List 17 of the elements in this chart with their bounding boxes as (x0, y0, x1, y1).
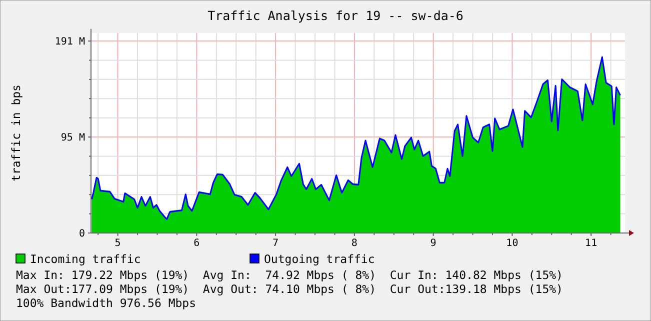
x-tick-label: 10 (506, 238, 518, 249)
x-tick-label: 9 (430, 238, 436, 249)
text: Max In: 179.22 Mbps (19%) Avg In: 74.92 Mbps ( 8%) Cur In: 140.82 Mbps (15%) (16, 268, 563, 282)
legend-label: Outgoing traffic (264, 252, 375, 266)
y-tick-label: 0 (78, 228, 85, 240)
legend-label: Incoming traffic (30, 252, 141, 266)
x-tick-label: 7 (272, 238, 279, 249)
text: Max Out:177.09 Mbps (19%) Avg Out: 74.10 Mbps ( 8%) Cur Out:139.18 Mbps (15%) (16, 282, 563, 296)
x-tick-label: 11 (585, 238, 598, 249)
x-tick-label: 5 (114, 238, 121, 249)
text: 100% Bandwidth 976.56 Mbps (16, 296, 196, 310)
y-tick-label: 95 M (60, 132, 85, 144)
chart-title: Traffic Analysis for 19 -- sw-da-6 (208, 8, 464, 23)
x-tick-label: 8 (351, 238, 358, 249)
y-axis-title: traffic in bps (9, 84, 23, 182)
x-tick-label: 6 (194, 238, 200, 249)
y-tick-label: 191 M (54, 36, 85, 48)
